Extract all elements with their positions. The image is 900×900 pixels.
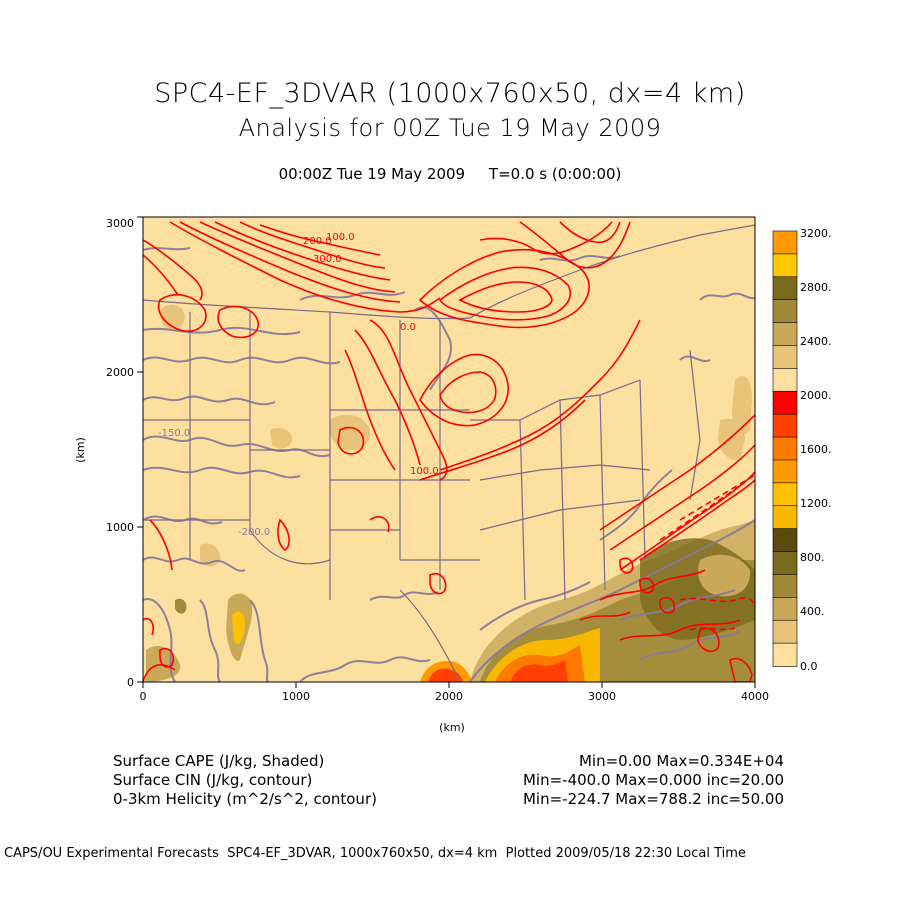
legend-cin-stats: Min=-400.0 Max=0.000 inc=20.00 — [522, 771, 784, 789]
helicity-contours — [143, 221, 755, 682]
plot-subtitle: Analysis for 00Z Tue 19 May 2009 — [238, 114, 662, 142]
x-tick-label: 2000 — [435, 690, 463, 703]
x-tick-label: 0 — [140, 690, 147, 703]
colorbar-swatch — [772, 459, 798, 484]
colorbar-swatch — [772, 482, 798, 507]
colorbar — [772, 230, 798, 667]
colorbar-swatch — [772, 505, 798, 530]
colorbar-swatch — [772, 390, 798, 415]
colorbar-label: 2400. — [800, 335, 832, 348]
contour-labels: 100.0 200.0 300.0 0.0 100.0 -150.0 -200.… — [158, 232, 439, 538]
plot-title: SPC4-EF_3DVAR (1000x760x50, dx=4 km) — [154, 78, 746, 109]
colorbar-label: 2800. — [800, 281, 832, 294]
x-axis — [142, 682, 756, 688]
footer-caption: CAPS/OU Experimental Forecasts SPC4-EF_3… — [4, 846, 746, 861]
colorbar-swatch — [772, 276, 798, 301]
legend-cin-name: Surface CIN (J/kg, contour) — [113, 771, 313, 789]
contour-label: 100.0 — [326, 232, 355, 243]
contour-label: 100.0 — [410, 466, 439, 477]
colorbar-swatch — [772, 597, 798, 622]
borders — [143, 224, 755, 682]
colorbar-swatch — [772, 345, 798, 370]
contour-label: 200.0 — [303, 236, 332, 247]
y-axis-label: (km) — [74, 437, 87, 463]
contour-label: -200.0 — [238, 527, 270, 538]
colorbar-swatch — [772, 299, 798, 324]
colorbar-swatch — [772, 322, 798, 347]
y-tick-label: 3000 — [106, 217, 134, 230]
colorbar-label: 800. — [800, 551, 825, 564]
x-tick-label: 1000 — [282, 690, 310, 703]
legend-cape-stats: Min=0.00 Max=0.334E+04 — [578, 752, 784, 770]
cin-contours — [143, 247, 755, 682]
y-axis — [137, 216, 143, 683]
colorbar-swatch — [772, 574, 798, 599]
colorbar-swatch — [772, 413, 798, 438]
contour-label: -150.0 — [158, 428, 190, 439]
colorbar-swatch — [772, 253, 798, 278]
x-axis-label: (km) — [439, 721, 465, 734]
y-tick-label: 1000 — [106, 521, 134, 534]
colorbar-labels: 3200. 2800. 2400. 2000. 1600. 1200. 800.… — [800, 227, 832, 673]
colorbar-swatch — [772, 551, 798, 576]
legend-helicity-stats: Min=-224.7 Max=788.2 inc=50.00 — [522, 790, 784, 808]
y-tick-label: 2000 — [106, 366, 134, 379]
colorbar-swatch — [772, 368, 798, 393]
x-tick-label: 4000 — [741, 690, 769, 703]
colorbar-swatch — [772, 528, 798, 553]
colorbar-swatch — [772, 619, 798, 644]
colorbar-swatch — [772, 230, 798, 255]
valid-time: 00:00Z Tue 19 May 2009 — [278, 165, 466, 183]
contour-label: 0.0 — [400, 322, 416, 333]
legend-cape-name: Surface CAPE (J/kg, Shaded) — [113, 752, 325, 770]
colorbar-label: 3200. — [800, 227, 832, 240]
colorbar-swatch — [772, 436, 798, 461]
colorbar-label: 1200. — [800, 497, 832, 510]
legend-helicity-name: 0-3km Helicity (m^2/s^2, contour) — [113, 790, 377, 808]
x-tick-label: 3000 — [588, 690, 616, 703]
colorbar-label: 400. — [800, 605, 825, 618]
forecast-time: T=0.0 s (0:00:00) — [488, 165, 622, 183]
colorbar-label: 2000. — [800, 389, 832, 402]
colorbar-swatch — [772, 642, 798, 667]
colorbar-label: 1600. — [800, 443, 832, 456]
y-tick-label: 0 — [127, 676, 134, 689]
time-line: 00:00Z Tue 19 May 2009 T=0.0 s (0:00:00) — [0, 165, 900, 183]
colorbar-label: 0.0 — [800, 660, 818, 673]
contour-label: 300.0 — [313, 254, 342, 265]
